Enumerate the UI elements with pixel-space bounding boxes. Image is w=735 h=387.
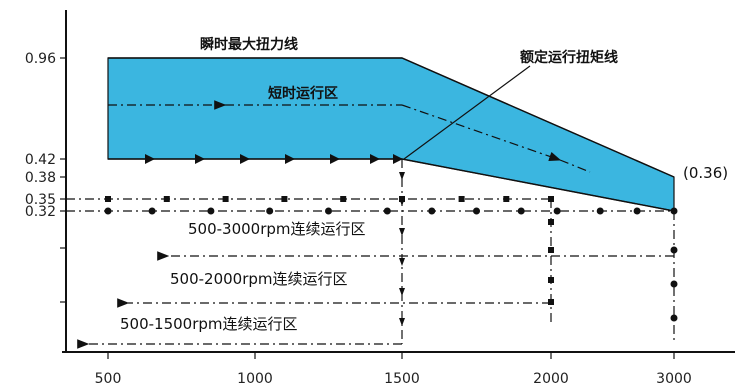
y-tick-label: 0.38 [25, 170, 56, 186]
down-arrow-marker [399, 228, 405, 236]
zone-3000-marker [104, 207, 112, 215]
down-arrow-marker [399, 318, 405, 326]
zone-3000-marker [670, 280, 678, 288]
short-zone-arrow [401, 104, 562, 161]
down-arrow-marker [399, 258, 405, 266]
rated-line-arrow [370, 154, 380, 164]
zone-3000-marker [428, 207, 436, 215]
zone-3000-marker [266, 207, 274, 215]
x-tick-label: 500 [95, 371, 122, 387]
zone-3000-marker [670, 314, 678, 322]
zone-3000-marker [517, 207, 525, 215]
peak-torque-line [108, 57, 675, 178]
zone-3000-marker [207, 207, 215, 215]
x-tick-label: 1000 [237, 371, 273, 387]
zone-2000-marker [105, 196, 111, 202]
zone-3000-marker [596, 207, 604, 215]
series-lines [108, 57, 675, 212]
zone-3000-marker [670, 246, 678, 254]
rated-label-pointer [403, 65, 531, 160]
rated-line-arrow [195, 154, 205, 164]
zone-2000-marker [548, 219, 554, 225]
y-tick-label: 0.42 [25, 152, 56, 168]
zone-2000-marker [548, 277, 554, 283]
zone-3000-marker [148, 207, 156, 215]
zone-2000-marker [503, 196, 510, 202]
zone-3000-marker [383, 207, 391, 215]
end-value-label: (0.36) [683, 164, 728, 182]
rated-line-arrow [393, 154, 403, 164]
rated-line-arrow [240, 154, 250, 164]
zone-3000-marker [553, 207, 561, 215]
zone-label-3000: 500-3000rpm连续运行区 [188, 220, 366, 238]
y-tick-label: 0.96 [25, 51, 56, 67]
y-tick-label: 0.32 [25, 204, 56, 220]
zone-2000-marker [548, 247, 554, 253]
x-tick-label: 1500 [384, 371, 420, 387]
short-time-zone-area [107, 57, 675, 212]
x-axis-ticks: 500 1000 1500 2000 3000 [95, 352, 692, 387]
rated-line-arrow [145, 154, 155, 164]
zone-label-2000: 500-2000rpm连续运行区 [170, 270, 348, 288]
zone-2000-marker [458, 196, 465, 202]
zone-2000-marker [222, 196, 229, 202]
zone-2000-marker [281, 196, 288, 202]
rated-line-arrow [330, 154, 340, 164]
y-tick-label: 0.35 [25, 192, 56, 208]
zone-3000-marker [325, 207, 332, 215]
x-tick-label: 3000 [656, 371, 692, 387]
zone-3000-marker [633, 207, 641, 215]
down-arrow-marker [399, 288, 405, 296]
rated-line-arrow [285, 154, 295, 164]
rated-line-label: 额定运行扭矩线 [520, 49, 618, 66]
peak-line-label: 瞬时最大扭力线 [200, 36, 298, 53]
zone-3000-marker [473, 207, 480, 215]
continuous-zones [66, 159, 678, 349]
zone-2000-marker [340, 196, 347, 202]
x-tick-label: 2000 [533, 371, 569, 387]
y-axis-ticks: 0.96 0.42 0.38 0.350.32 [25, 51, 66, 303]
zone-label-1500: 500-1500rpm连续运行区 [120, 315, 298, 333]
short-zone-arrow [559, 159, 591, 173]
zone-2000-marker [163, 196, 170, 202]
down-arrow-marker [399, 198, 405, 206]
zone-2000-marker [548, 299, 554, 305]
short-zone-label: 短时运行区 [268, 85, 338, 102]
down-arrow-marker [399, 172, 405, 180]
